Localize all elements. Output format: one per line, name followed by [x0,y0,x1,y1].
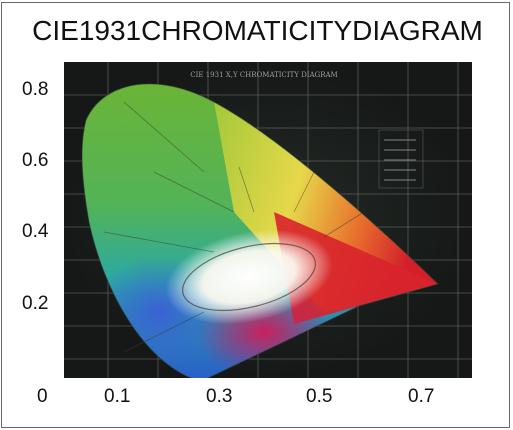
y-tick-label: 0.4 [22,221,49,242]
x-tick-label: 0.5 [306,386,333,407]
y-tick-label: 0.2 [22,293,49,314]
chromaticity-plot: CIE 1931 X,Y CHROMATICITY DIAGRAM [64,62,472,378]
x-tick-label: 0.3 [206,386,233,407]
x-tick-label: 0 [37,386,48,407]
isotemperature-lines [103,101,365,353]
inner-title: CIE 1931 X,Y CHROMATICITY DIAGRAM [190,71,337,79]
x-tick-label: 0.7 [408,386,435,407]
y-tick-label: 0.8 [22,79,49,100]
y-tick-label: 0.6 [22,150,49,171]
x-tick-label: 0.1 [104,386,131,407]
figure-title: CIE1931CHROMATICITYDIAGRAM [32,15,483,46]
spectral-locus-outline [81,83,439,378]
legend-box [378,129,424,189]
planckian-ellipse [182,242,316,312]
